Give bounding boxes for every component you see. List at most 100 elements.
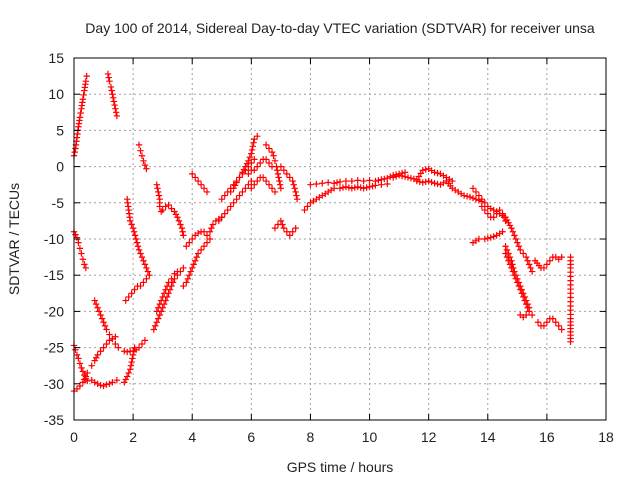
data-point xyxy=(239,188,246,196)
data-point xyxy=(156,300,163,308)
data-point xyxy=(174,214,181,221)
data-point xyxy=(78,364,85,372)
y-tick-label: -15 xyxy=(44,267,64,283)
data-point xyxy=(221,192,228,199)
data-point xyxy=(143,264,150,272)
data-point xyxy=(197,246,205,254)
data-point xyxy=(505,250,512,257)
data-point xyxy=(481,206,489,214)
data-point xyxy=(511,268,518,275)
data-point xyxy=(540,322,548,330)
data-point xyxy=(97,348,104,355)
data-point xyxy=(203,232,211,239)
data-point xyxy=(230,199,237,206)
data-point xyxy=(80,91,87,99)
data-point xyxy=(168,205,175,212)
data-point xyxy=(128,290,135,297)
data-point xyxy=(143,165,150,172)
data-point xyxy=(286,174,293,181)
data-point xyxy=(416,178,423,186)
data-point xyxy=(511,232,518,239)
data-point xyxy=(304,203,311,210)
data-point xyxy=(103,381,110,388)
data-point xyxy=(177,221,184,228)
data-point xyxy=(73,351,81,359)
data-point xyxy=(100,344,107,351)
data-point xyxy=(543,261,551,268)
data-point xyxy=(525,261,533,268)
data-point xyxy=(342,177,350,185)
data-point xyxy=(280,167,288,174)
data-point xyxy=(227,203,234,210)
data-point xyxy=(79,379,87,386)
data-point xyxy=(100,382,107,390)
data-point xyxy=(128,221,135,228)
y-tick-label: -35 xyxy=(44,412,64,428)
data-point xyxy=(240,166,248,173)
y-tick-label: 15 xyxy=(48,50,64,66)
data-point xyxy=(375,177,382,184)
data-point xyxy=(200,243,208,250)
data-point xyxy=(153,319,160,326)
data-point xyxy=(155,304,162,311)
data-point xyxy=(231,182,239,189)
data-point xyxy=(262,141,270,149)
data-point xyxy=(395,172,403,179)
data-point xyxy=(156,311,163,319)
data-point xyxy=(126,366,134,373)
data-point xyxy=(92,300,100,308)
data-point xyxy=(109,91,116,98)
data-point xyxy=(277,185,285,192)
data-point xyxy=(487,234,494,241)
data-point xyxy=(113,376,121,384)
data-point xyxy=(243,160,251,167)
data-point xyxy=(268,148,276,156)
data-point xyxy=(107,83,115,91)
data-point xyxy=(94,351,101,359)
data-point xyxy=(286,232,293,239)
data-point xyxy=(98,315,106,322)
data-point xyxy=(512,235,520,243)
data-point xyxy=(141,337,149,344)
data-point xyxy=(254,163,261,170)
data-point xyxy=(351,184,358,191)
data-point xyxy=(254,177,261,185)
data-point xyxy=(515,243,523,250)
data-point xyxy=(509,228,517,235)
data-point xyxy=(137,282,144,290)
data-point xyxy=(108,87,115,94)
data-point xyxy=(472,188,480,196)
data-point xyxy=(487,205,494,212)
data-point xyxy=(208,224,215,232)
data-point xyxy=(449,177,456,185)
data-point xyxy=(71,148,78,156)
data-point xyxy=(540,264,548,272)
data-point xyxy=(342,183,350,191)
data-point xyxy=(150,326,157,333)
data-point xyxy=(330,180,338,187)
data-point xyxy=(83,72,90,80)
data-point xyxy=(233,179,240,186)
data-point xyxy=(280,224,288,232)
data-point xyxy=(245,157,252,165)
data-point xyxy=(138,253,146,261)
data-point xyxy=(77,109,84,117)
data-point xyxy=(257,159,264,167)
data-point xyxy=(528,268,536,275)
data-point xyxy=(283,228,290,235)
data-point xyxy=(510,264,517,272)
data-point xyxy=(506,253,514,261)
data-point xyxy=(463,193,471,200)
y-tick-label: -25 xyxy=(44,340,64,356)
data-point xyxy=(131,232,139,239)
y-tick-label: -5 xyxy=(52,195,65,211)
data-point xyxy=(270,152,277,159)
data-point xyxy=(428,178,435,186)
data-point xyxy=(126,217,134,225)
x-tick-label: 12 xyxy=(421,429,437,445)
data-point xyxy=(514,239,521,246)
data-point xyxy=(91,297,98,304)
data-point xyxy=(206,235,214,243)
data-point xyxy=(157,297,165,304)
